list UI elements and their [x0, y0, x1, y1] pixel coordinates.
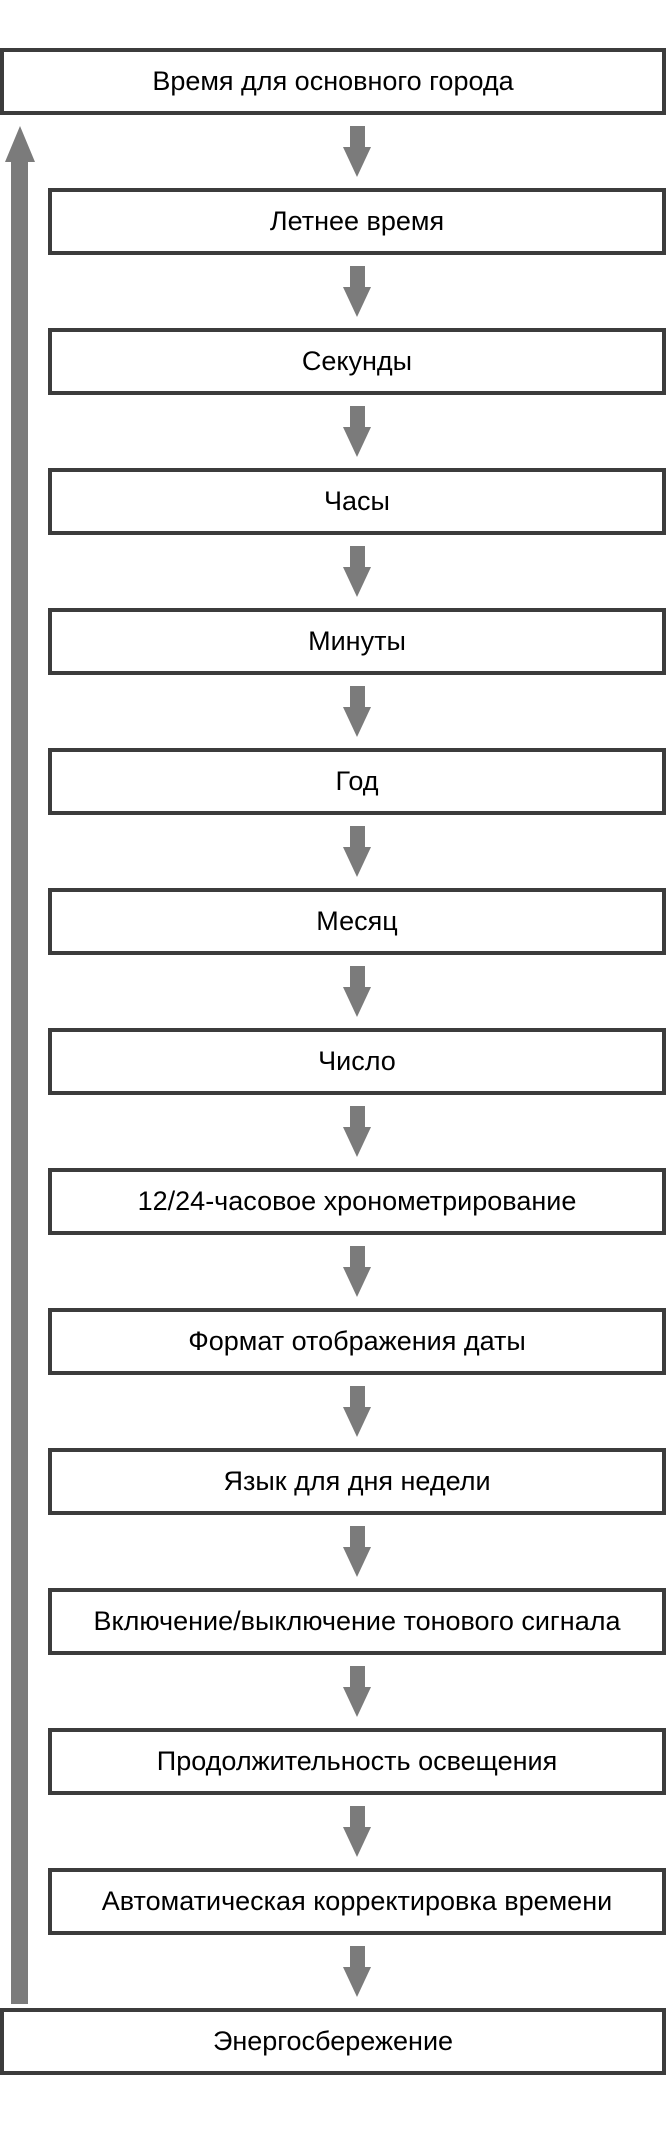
flow-step-box: Летнее время — [48, 188, 666, 255]
flow-step-label: Автоматическая корректировка времени — [101, 1886, 613, 1916]
flow-connector — [0, 815, 668, 888]
down-arrow-icon — [343, 686, 371, 737]
down-arrow-icon — [343, 826, 371, 877]
flow-step-label: Минуты — [308, 626, 406, 656]
flow-connector — [0, 1655, 668, 1728]
flow-step-box: Продолжительность освещения — [48, 1728, 666, 1795]
flow-step-label: Язык для дня недели — [223, 1466, 491, 1496]
up-arrow-shaft — [11, 162, 28, 2004]
flow-step-box: Год — [48, 748, 666, 815]
flow-step-label: Энергосбережение — [212, 2026, 454, 2056]
flow-step-label: Число — [318, 1046, 396, 1076]
down-arrow-icon — [343, 406, 371, 457]
flow-step-label: Продолжительность освещения — [156, 1746, 558, 1776]
down-arrow-icon — [343, 1386, 371, 1437]
flow-step-box: Язык для дня недели — [48, 1448, 666, 1515]
flow-step-box: Время для основного города — [0, 48, 666, 115]
flow-connector — [0, 1515, 668, 1588]
flow-connector — [0, 1375, 668, 1448]
flow-connector — [0, 1935, 668, 2008]
flow-step-box: Число — [48, 1028, 666, 1095]
flow-step-box: Месяц — [48, 888, 666, 955]
down-arrow-icon — [343, 1106, 371, 1157]
flow-step-label: Часы — [324, 486, 390, 516]
down-arrow-icon — [343, 266, 371, 317]
flow-steps: Время для основного города Летнее время … — [0, 48, 668, 2075]
down-arrow-icon — [343, 1526, 371, 1577]
flow-step-label: Время для основного города — [152, 66, 514, 96]
flow-connector — [0, 395, 668, 468]
flow-connector — [0, 1795, 668, 1868]
down-arrow-icon — [343, 966, 371, 1017]
flow-connector — [0, 955, 668, 1028]
up-arrow-icon — [5, 126, 35, 2004]
flow-step-label: Год — [335, 766, 379, 796]
down-arrow-icon — [343, 126, 371, 177]
flow-connector — [0, 535, 668, 608]
flow-step-label: Формат отображения даты — [188, 1326, 526, 1356]
flow-connector — [0, 255, 668, 328]
down-arrow-icon — [343, 1806, 371, 1857]
down-arrow-icon — [343, 1946, 371, 1997]
down-arrow-icon — [343, 1246, 371, 1297]
flow-step-label: Секунды — [301, 346, 413, 376]
flow-connector — [0, 1095, 668, 1168]
flow-step-box: Энергосбережение — [0, 2008, 666, 2075]
flow-step-box: Включение/выключение тонового сигнала — [48, 1588, 666, 1655]
flow-step-label: 12/24-часовое хронометрирование — [137, 1186, 577, 1216]
flow-connector — [0, 1235, 668, 1308]
flow-step-box: 12/24-часовое хронометрирование — [48, 1168, 666, 1235]
flow-step-box: Формат отображения даты — [48, 1308, 666, 1375]
flow-connector — [0, 675, 668, 748]
flow-step-box: Автоматическая корректировка времени — [48, 1868, 666, 1935]
up-arrow-head — [5, 126, 35, 162]
flow-step-box: Минуты — [48, 608, 666, 675]
down-arrow-icon — [343, 546, 371, 597]
flow-step-box: Часы — [48, 468, 666, 535]
flow-connector — [0, 115, 668, 188]
flow-step-label: Летнее время — [269, 206, 445, 236]
flow-step-label: Месяц — [316, 906, 398, 936]
down-arrow-icon — [343, 1666, 371, 1717]
flow-step-label: Включение/выключение тонового сигнала — [93, 1606, 621, 1636]
flow-step-box: Секунды — [48, 328, 666, 395]
